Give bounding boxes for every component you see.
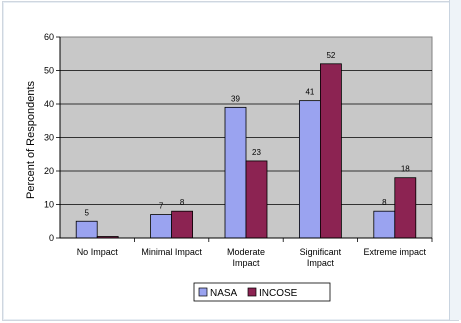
legend: NASA INCOSE	[193, 282, 331, 302]
bar-nasa-0	[75, 220, 98, 239]
bar-incose-2	[245, 160, 268, 239]
data-label: 23	[252, 148, 261, 157]
bar-incose-1	[171, 210, 194, 239]
data-label: 7	[159, 202, 164, 211]
x-category-label: Minimal Impact	[141, 247, 202, 257]
data-label: 39	[231, 94, 240, 103]
data-label: 8	[180, 198, 185, 207]
y-tick-label: 30	[44, 133, 54, 143]
x-category-label: Extreme impact	[364, 247, 427, 257]
data-label: 18	[401, 165, 410, 174]
bar-nasa-4	[373, 210, 396, 239]
data-label: 8	[382, 198, 387, 207]
bar-nasa-3	[298, 100, 321, 239]
data-label: 52	[326, 51, 335, 60]
y-tick-label: 10	[44, 200, 54, 210]
legend-box	[193, 282, 331, 302]
x-axis-categories: No Impact Minimal Impact ModerateImpactSig…	[77, 238, 433, 268]
data-label: 5	[84, 208, 89, 217]
bar-incose-3	[319, 63, 342, 239]
y-axis-title: Percent of Respondents	[25, 80, 37, 199]
legend-swatch-nasa	[198, 287, 208, 297]
y-tick-label: 60	[44, 32, 54, 42]
y-tick-label: 40	[44, 99, 54, 109]
bar-incose-4	[394, 177, 417, 239]
y-tick-label: 0	[49, 233, 54, 243]
bars	[75, 63, 417, 239]
y-tick-label: 20	[44, 166, 54, 176]
x-category-label: Impact	[307, 258, 335, 268]
x-category-label: Moderate	[227, 247, 265, 257]
legend-label-nasa: NASA	[210, 288, 238, 299]
y-tick-label: 50	[44, 66, 54, 76]
x-category-label: Significant	[300, 247, 342, 257]
bar-nasa-2	[224, 106, 247, 239]
legend-label-incose: INCOSE	[259, 288, 298, 299]
data-label: 41	[305, 88, 314, 97]
x-category-label: No Impact	[77, 247, 119, 257]
bar-nasa-1	[150, 214, 173, 239]
data-labels: 5 7 8 39 23 41 52 8 18	[84, 51, 410, 217]
x-category-label: Impact	[232, 258, 260, 268]
legend-swatch-incose	[247, 287, 257, 297]
y-axis-ticks: 0 10 20 30 40 50 60	[44, 32, 432, 243]
window-edge	[449, 0, 461, 320]
